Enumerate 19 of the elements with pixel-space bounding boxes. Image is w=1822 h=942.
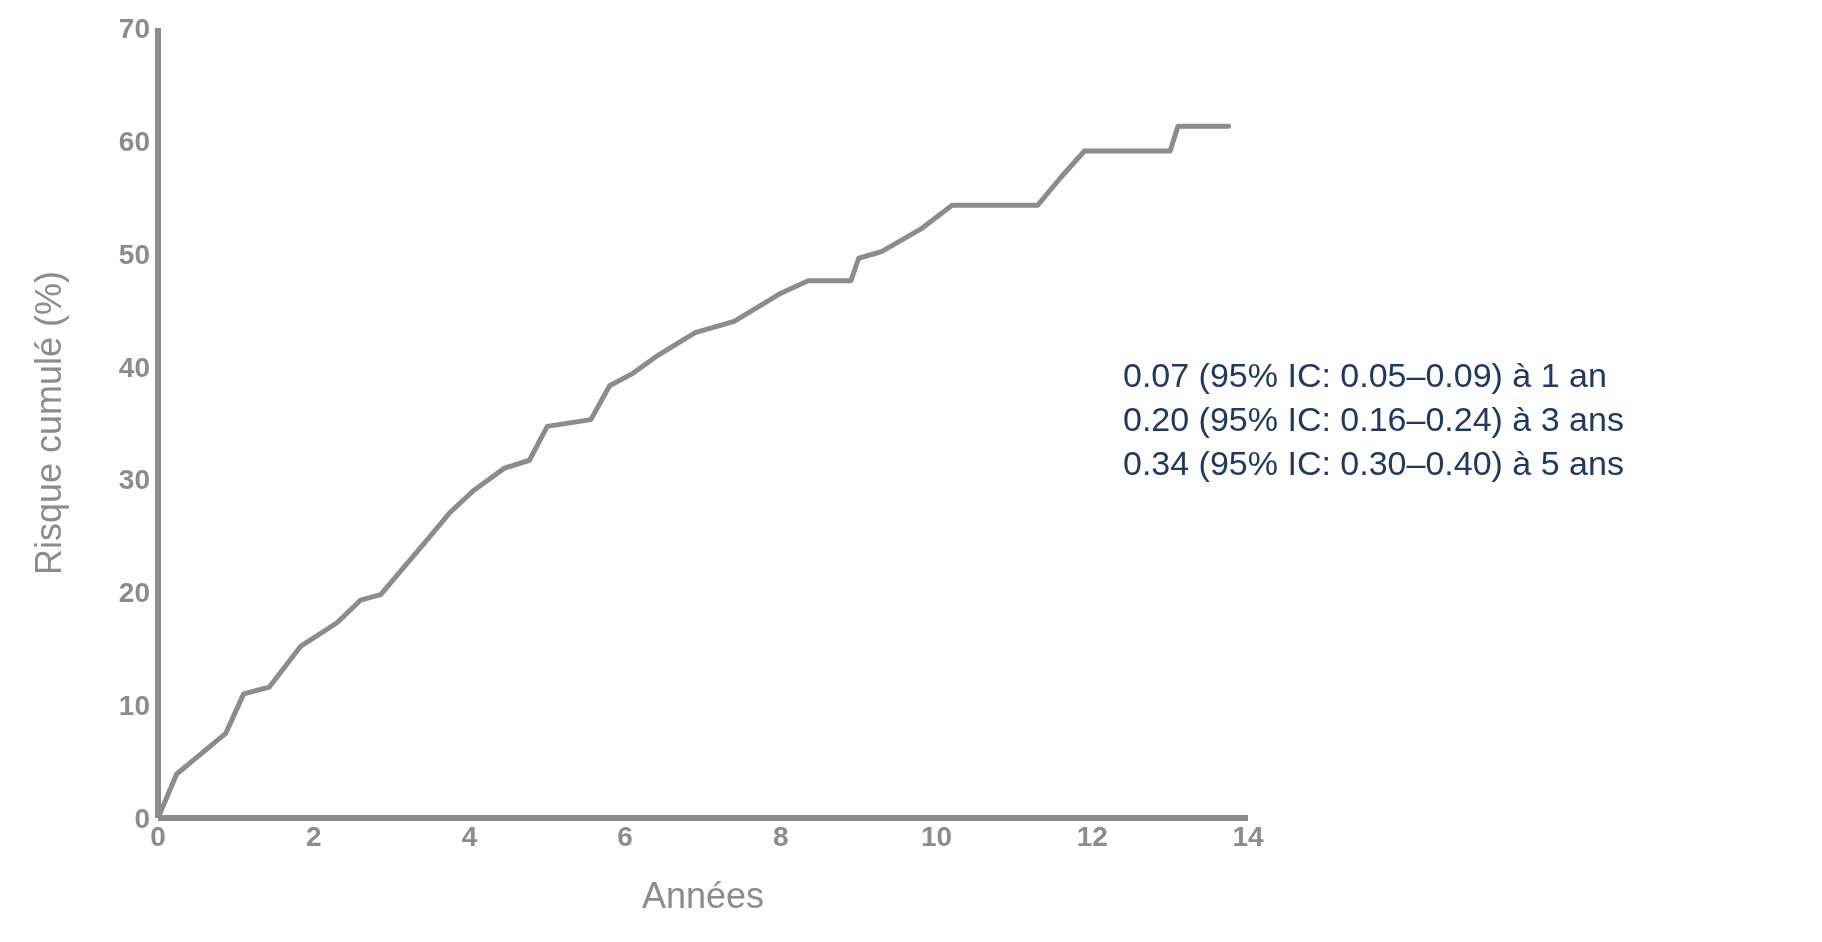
y-axis-title: Risque cumulé (%) <box>27 270 69 576</box>
x-tick-label: 2 <box>305 820 322 852</box>
annotation: 0.20 (95% IC: 0.16–0.24) à 3 ans <box>1123 399 1624 441</box>
x-axis-title: Années <box>641 875 765 916</box>
y-tick-label: 40 <box>118 351 150 383</box>
y-tick-label: 20 <box>118 577 150 609</box>
y-tick-label: 10 <box>118 690 150 722</box>
annotation: 0.07 (95% IC: 0.05–0.09) à 1 an <box>1123 355 1608 396</box>
y-tick-label: 50 <box>118 238 150 270</box>
x-tick-label: 4 <box>461 820 478 852</box>
x-tick-label: 10 <box>920 820 953 852</box>
y-tick-label: 30 <box>118 464 150 496</box>
x-tick-label: 12 <box>1076 820 1108 852</box>
y-tick-label: 70 <box>118 12 150 44</box>
x-tick-label: 6 <box>617 820 633 852</box>
y-tick-label: 60 <box>118 125 150 157</box>
x-tick-label: 14 <box>1232 820 1264 852</box>
annotation: 0.34 (95% IC: 0.30–0.40) à 5 ans <box>1123 443 1624 485</box>
x-tick-label: 8 <box>773 820 789 852</box>
